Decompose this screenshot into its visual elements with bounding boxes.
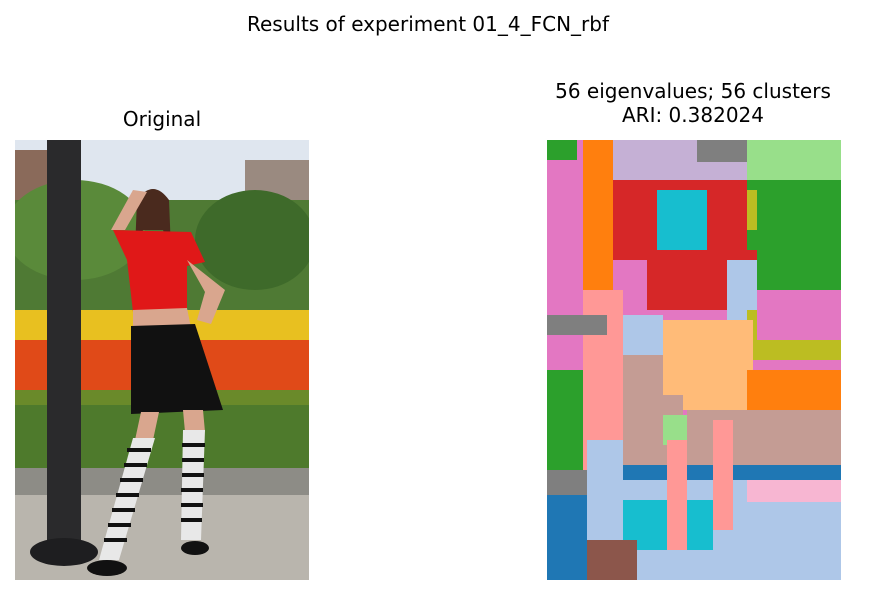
- segmentation-title-line2: ARI: 0.382024: [621, 103, 764, 127]
- tree-clump-right: [195, 190, 309, 290]
- seg-flowers-pink: [757, 310, 841, 340]
- pole-base: [30, 538, 98, 566]
- seg-tan-right: [687, 410, 841, 470]
- seg-flowers-gray: [547, 315, 607, 335]
- lamp-pole: [47, 140, 81, 550]
- seg-cyan-head: [657, 190, 707, 250]
- right-shoe: [181, 541, 209, 555]
- seg-green-left: [547, 370, 583, 480]
- left-leg: [135, 412, 159, 440]
- seg-flowers-lightblue: [623, 315, 663, 355]
- seg-brown-base: [587, 540, 637, 580]
- right-leg: [183, 410, 205, 432]
- segmentation-image: [547, 140, 841, 580]
- left-shoe: [87, 560, 127, 576]
- seg-top-green: [547, 140, 577, 160]
- figure-suptitle: Results of experiment 01_4_FCN_rbf: [246, 12, 609, 36]
- segmentation-panel-title: 56 eigenvalues; 56 clusters ARI: 0.38202…: [500, 79, 881, 127]
- hip-arm: [187, 260, 225, 324]
- seg-lightpink-leg: [667, 440, 687, 550]
- seg-blue-left: [547, 495, 587, 580]
- seg-top-gray: [697, 140, 757, 162]
- black-skirt: [131, 324, 223, 414]
- seg-pink-left: [547, 160, 583, 300]
- hair: [135, 189, 171, 250]
- midriff: [133, 308, 191, 330]
- red-shirt: [113, 230, 205, 312]
- seg-flowers-tan: [623, 355, 663, 395]
- sock-stripes: [104, 443, 205, 542]
- seg-lightpink-leg2: [713, 420, 733, 530]
- segmentation-title-line1: 56 eigenvalues; 56 clusters: [555, 79, 831, 103]
- original-panel-title: Original: [122, 107, 202, 131]
- right-sock: [181, 430, 205, 540]
- original-image: [15, 140, 309, 580]
- raised-arm: [111, 190, 147, 230]
- left-sock: [99, 438, 155, 560]
- seg-lightpink-right: [747, 480, 841, 502]
